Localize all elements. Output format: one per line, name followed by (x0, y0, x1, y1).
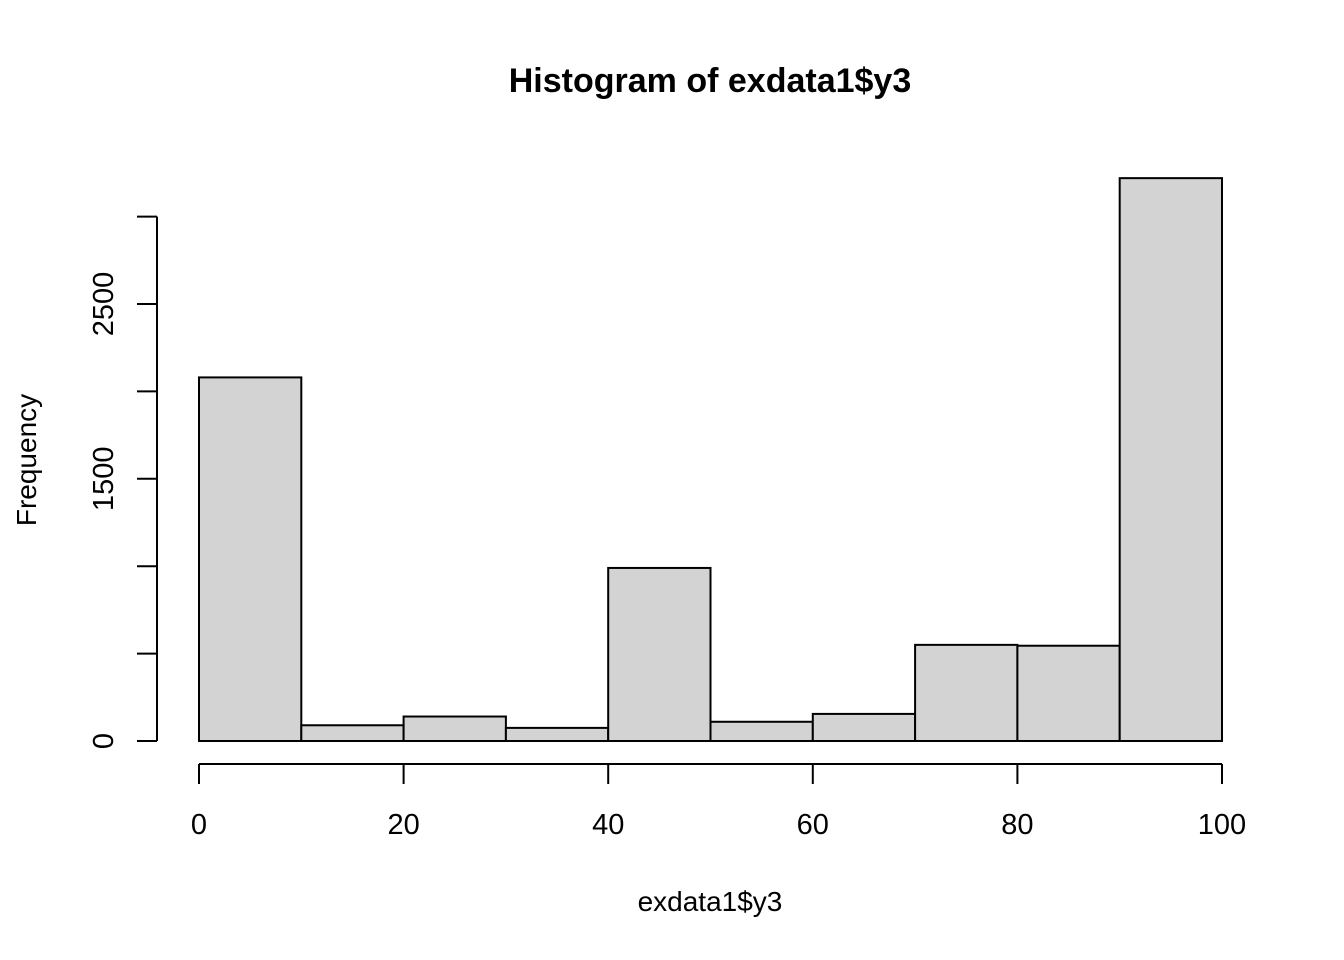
histogram-bar-5 (709, 720, 814, 742)
histogram-bar-0 (198, 376, 303, 742)
x-tick-label: 60 (797, 809, 829, 841)
x-tick-label: 80 (1001, 809, 1033, 841)
histogram-bar-2 (402, 715, 507, 743)
x-tick-label: 40 (592, 809, 624, 841)
histogram-bar-6 (811, 712, 917, 743)
histogram-bar-4 (607, 566, 712, 742)
histogram-bar-1 (300, 724, 405, 743)
y-tick-label: 0 (88, 733, 120, 749)
histogram-bar-9 (1118, 177, 1223, 743)
x-axis: 0 20 40 60 80 100 (191, 763, 1246, 841)
histogram-bar-7 (914, 643, 1019, 742)
histogram-bar-3 (504, 726, 610, 743)
histogram-bars (198, 177, 1223, 743)
y-tick-label: 1500 (88, 447, 120, 512)
chart-title: Histogram of exdata1$y3 (509, 62, 912, 100)
y-axis: 0 1500 2500 (88, 215, 158, 749)
y-tick-label: 2500 (88, 272, 120, 337)
x-tick-label: 100 (1198, 809, 1246, 841)
x-tick-label: 0 (191, 809, 207, 841)
histogram-bar-8 (1016, 644, 1121, 743)
x-tick-label: 20 (387, 809, 419, 841)
x-axis-label: exdata1$y3 (638, 886, 783, 917)
y-axis-label: Frequency (11, 394, 42, 526)
